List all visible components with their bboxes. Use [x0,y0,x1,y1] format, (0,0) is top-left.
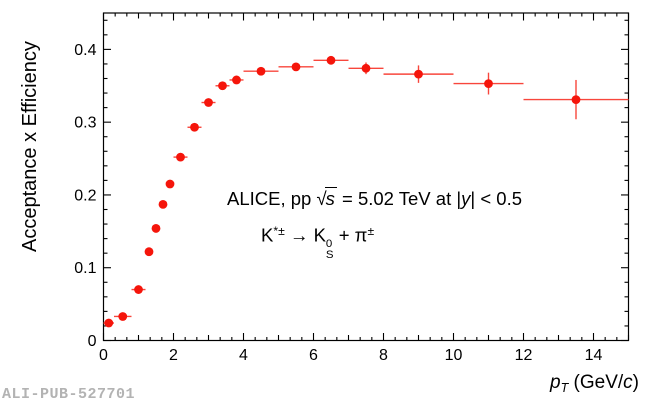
x-tick-labels: 0 2 4 6 8 10 12 14 [99,347,602,364]
text-part: K [313,224,326,246]
y-tick-label: 0.4 [74,42,96,59]
x-tick-label: 14 [585,347,603,364]
x-tick-label: 2 [169,347,178,364]
y-axis-title: Acceptance x Efficiency [19,41,41,252]
data-point [144,247,154,257]
data-point [291,62,301,72]
x-tick-label: 12 [515,347,533,364]
y-tick-labels: 0 0.1 0.2 0.3 0.4 [74,42,96,350]
data-point [232,75,241,85]
data-point [118,312,128,321]
data-point [151,224,161,233]
x-tick-label: 8 [379,347,388,364]
data-point [165,179,175,189]
x-tick-label: 10 [445,347,463,364]
text-part: T [560,380,569,395]
text-part: p [550,372,561,393]
x-axis-title: pT (GeV/c) [550,372,639,395]
data-point [176,152,185,162]
text-part: ALICE, pp [227,188,317,209]
text-part: → [284,224,314,246]
data-point [218,81,227,91]
y-tick-label: 0.1 [74,260,96,277]
data-point [104,318,114,328]
data-series [103,55,629,328]
text-part: y [461,188,471,209]
x-tick-label: 4 [239,347,248,364]
data-point [361,63,371,73]
axis-ticks [102,13,630,342]
data-point [414,69,423,79]
y-tick-label: 0 [88,333,97,350]
text-part: (GeV/ [568,372,624,393]
y-tick-label: 0.2 [74,187,96,204]
text-part: π [354,224,368,246]
data-point [571,95,581,105]
text-part: = 5.02 TeV at | [336,188,462,209]
text-part: ± [367,224,375,238]
text-part: c [623,372,633,393]
data-point [190,122,199,132]
plot-frame [102,12,630,342]
text-part: √ [316,188,327,209]
annotation-collision-energy: ALICE, pp √s = 5.02 TeV at |y| < 0.5 [227,187,523,210]
watermark-label: ALI-PUB-527701 [2,386,136,403]
text-part: K [261,224,274,246]
y-tick-label: 0.3 [74,115,96,132]
data-point [256,66,266,76]
data-point [484,79,493,88]
text-part: ) [632,372,639,393]
x-tick-label: 0 [99,347,108,364]
data-point [158,200,168,209]
x-tick-label: 6 [309,347,318,364]
text-part: s [324,187,337,209]
data-point [134,285,143,294]
text-part: + [333,224,355,246]
text-part: *± [273,224,285,238]
data-point [204,98,213,107]
text-part: | < 0.5 [470,188,523,209]
data-point [326,55,336,65]
